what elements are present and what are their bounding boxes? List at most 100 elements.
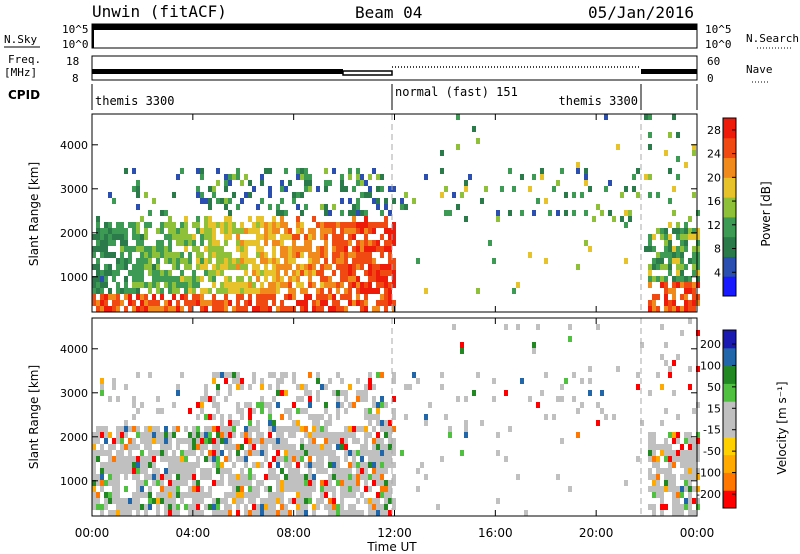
velocity-cell <box>104 492 108 498</box>
velocity-cell <box>652 474 656 480</box>
velocity-cell <box>244 492 248 498</box>
nsky-tick-bottom-left: 10^0 <box>62 38 89 51</box>
power-cell <box>216 306 220 312</box>
velocity-cell <box>648 390 652 396</box>
power-cell <box>668 234 672 240</box>
velocity-cell <box>268 432 272 438</box>
power-cell <box>184 264 188 270</box>
velocity-cell <box>228 504 232 510</box>
velocity-cell <box>268 462 272 468</box>
power-cell <box>316 288 320 294</box>
power-cell <box>364 252 368 258</box>
power-cell <box>232 174 236 180</box>
velocity-cell <box>228 468 232 474</box>
power-colorbar-swatch <box>723 118 736 139</box>
velocity-cell <box>100 486 104 492</box>
power-cell <box>376 186 380 192</box>
power-cell <box>360 228 364 234</box>
power-cell <box>136 204 140 210</box>
power-cell <box>324 294 328 300</box>
power-cell <box>352 270 356 276</box>
velocity-cell <box>132 462 136 468</box>
velocity-cell <box>232 486 236 492</box>
velocity-cell <box>316 390 320 396</box>
velocity-cell <box>652 444 656 450</box>
velocity-cell <box>692 438 696 444</box>
velocity-cell <box>188 432 192 438</box>
velocity-cell <box>344 438 348 444</box>
velocity-cell <box>360 468 364 474</box>
power-cell <box>228 258 232 264</box>
power-cell <box>260 252 264 258</box>
power-cell <box>276 204 280 210</box>
power-cell <box>316 246 320 252</box>
power-cell <box>96 222 100 228</box>
velocity-cell <box>244 462 248 468</box>
power-cell <box>260 270 264 276</box>
power-cell <box>100 270 104 276</box>
power-cell <box>332 300 336 306</box>
velocity-cell <box>336 438 340 444</box>
power-cell <box>132 246 136 252</box>
velocity-cell <box>96 480 100 486</box>
power-cell <box>236 168 240 174</box>
power-cell <box>296 234 300 240</box>
velocity-cell <box>128 450 132 456</box>
velocity-cell <box>568 336 572 342</box>
velocity-cell <box>672 504 676 510</box>
velocity-cell <box>332 432 336 438</box>
velocity-cell <box>308 486 312 492</box>
velocity-cell <box>392 426 396 432</box>
velocity-cell <box>184 504 188 510</box>
velocity-cell <box>268 468 272 474</box>
power-cell <box>392 234 396 240</box>
power-cell <box>260 294 264 300</box>
velocity-cell <box>308 468 312 474</box>
power-cell <box>164 252 168 258</box>
power-cell <box>492 258 496 264</box>
power-cell <box>468 174 472 180</box>
power-cell <box>660 264 664 270</box>
velocity-cell <box>384 432 388 438</box>
power-cell <box>388 258 392 264</box>
velocity-cell <box>116 426 120 432</box>
power-cell <box>332 306 336 312</box>
power-cell <box>276 210 280 216</box>
velocity-cell <box>348 402 352 408</box>
power-cell <box>244 252 248 258</box>
velocity-cell <box>276 426 280 432</box>
velocity-cell <box>132 504 136 510</box>
power-ylabel: Slant Range [km] <box>27 162 41 266</box>
power-cell <box>668 288 672 294</box>
power-cell <box>348 294 352 300</box>
velocity-cell <box>208 504 212 510</box>
power-cell <box>340 234 344 240</box>
power-cell <box>96 306 100 312</box>
power-cell <box>104 252 108 258</box>
velocity-cell <box>112 468 116 474</box>
power-cell <box>296 300 300 306</box>
power-cell <box>176 300 180 306</box>
velocity-cell <box>324 450 328 456</box>
velocity-cell <box>684 462 688 468</box>
power-cell <box>204 264 208 270</box>
power-cell <box>684 162 688 168</box>
velocity-cell <box>352 456 356 462</box>
power-cell <box>692 282 696 288</box>
velocity-cell <box>236 498 240 504</box>
power-cell <box>648 174 652 180</box>
power-cell <box>196 186 200 192</box>
power-cell <box>672 258 676 264</box>
power-cell <box>184 294 188 300</box>
velocity-cell <box>276 438 280 444</box>
power-cell <box>164 276 168 282</box>
power-cell <box>224 240 228 246</box>
power-cell <box>564 210 568 216</box>
power-cell <box>280 234 284 240</box>
velocity-cell <box>120 444 124 450</box>
power-cell <box>340 198 344 204</box>
velocity-cell <box>92 450 96 456</box>
velocity-cell <box>124 384 128 390</box>
velocity-cell <box>248 420 252 426</box>
velocity-cell <box>260 384 264 390</box>
